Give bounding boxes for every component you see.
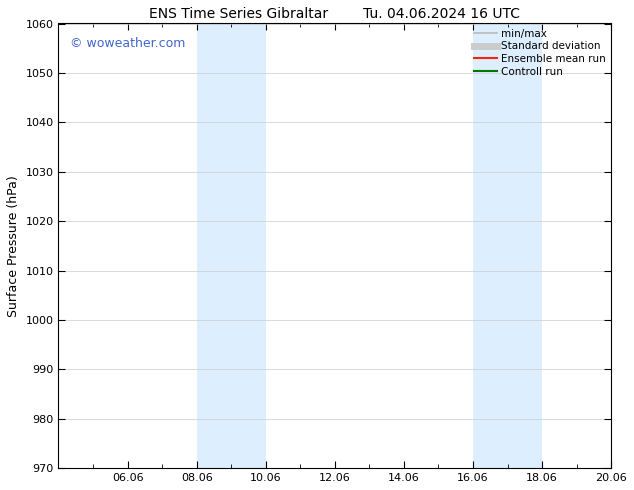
Bar — [473, 24, 542, 468]
Text: © woweather.com: © woweather.com — [70, 37, 185, 50]
Title: ENS Time Series Gibraltar        Tu. 04.06.2024 16 UTC: ENS Time Series Gibraltar Tu. 04.06.2024… — [150, 7, 521, 21]
Bar — [197, 24, 266, 468]
Legend: min/max, Standard deviation, Ensemble mean run, Controll run: min/max, Standard deviation, Ensemble me… — [474, 29, 606, 76]
Y-axis label: Surface Pressure (hPa): Surface Pressure (hPa) — [7, 175, 20, 317]
